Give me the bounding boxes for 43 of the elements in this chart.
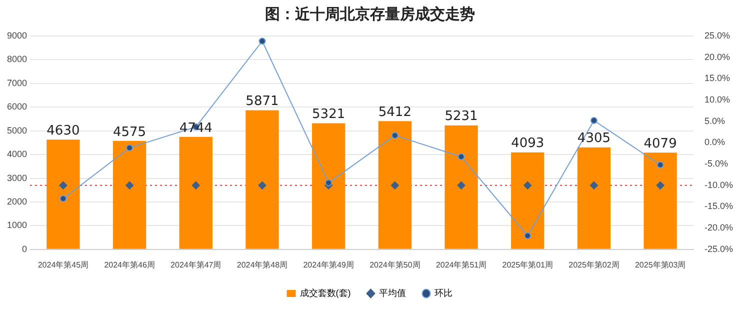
x-tick-label: 2025年第03周 (634, 260, 686, 270)
x-tick-label: 2024年第51周 (436, 260, 487, 270)
x-tick-label: 2024年第46周 (104, 260, 155, 270)
x-tick-label: 2024年第48周 (236, 260, 288, 270)
y2-tick-label: 25.0% (704, 30, 730, 40)
x-tick-label: 2024年第49周 (303, 260, 354, 270)
y2-tick-label: 5.0% (704, 116, 725, 126)
y2-tick-label: -15.0% (704, 201, 734, 212)
data-label: 4093 (511, 136, 544, 152)
y-tick-label: 1000 (6, 220, 28, 230)
y2-tick-label: 10.0% (704, 94, 730, 105)
y-tick-label: 9000 (6, 30, 28, 40)
data-label: 4630 (46, 123, 80, 138)
y2-tick-label: 20.0% (704, 52, 730, 62)
data-label: 5871 (246, 94, 279, 110)
y2-tick-label: -20.0% (704, 222, 734, 233)
y-tick-label: 8000 (6, 54, 28, 64)
legend-label: 平均值 (379, 288, 406, 298)
data-label: 4575 (112, 124, 146, 140)
data-label: 5412 (378, 104, 412, 120)
y-tick-label: 4000 (6, 149, 28, 160)
y-tick-label: 0 (22, 244, 28, 254)
x-tick-label: 2025年第02周 (568, 260, 620, 270)
y2-tick-label: -5.0% (704, 158, 728, 169)
y-tick-label: 3000 (6, 172, 28, 183)
legend-label: 成交套数(套) (300, 288, 351, 298)
y2-tick-label: 0.0% (704, 137, 725, 148)
y-tick-label: 7000 (6, 78, 28, 88)
y-tick-label: 6000 (6, 102, 28, 112)
data-label: 5321 (312, 107, 346, 122)
y2-tick-label: -25.0% (704, 244, 734, 254)
x-tick-label: 2024年第45周 (38, 260, 89, 270)
y2-tick-label: -10.0% (704, 180, 734, 190)
x-tick-label: 2024年第50周 (370, 260, 420, 270)
y-tick-label: 2000 (6, 196, 28, 206)
y2-tick-label: 15.0% (704, 73, 730, 84)
y-tick-label: 5000 (6, 125, 28, 136)
chart-title: 图：近十周北京存量房成交走势 (265, 5, 475, 24)
data-label: 5231 (444, 109, 478, 124)
x-tick-label: 2025年第01周 (502, 260, 553, 270)
legend-label: 环比 (434, 288, 453, 298)
x-tick-label: 2024年第47周 (170, 260, 222, 270)
data-label: 4079 (644, 136, 677, 152)
